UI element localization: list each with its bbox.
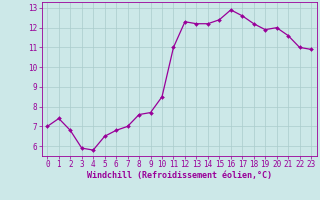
X-axis label: Windchill (Refroidissement éolien,°C): Windchill (Refroidissement éolien,°C) <box>87 171 272 180</box>
